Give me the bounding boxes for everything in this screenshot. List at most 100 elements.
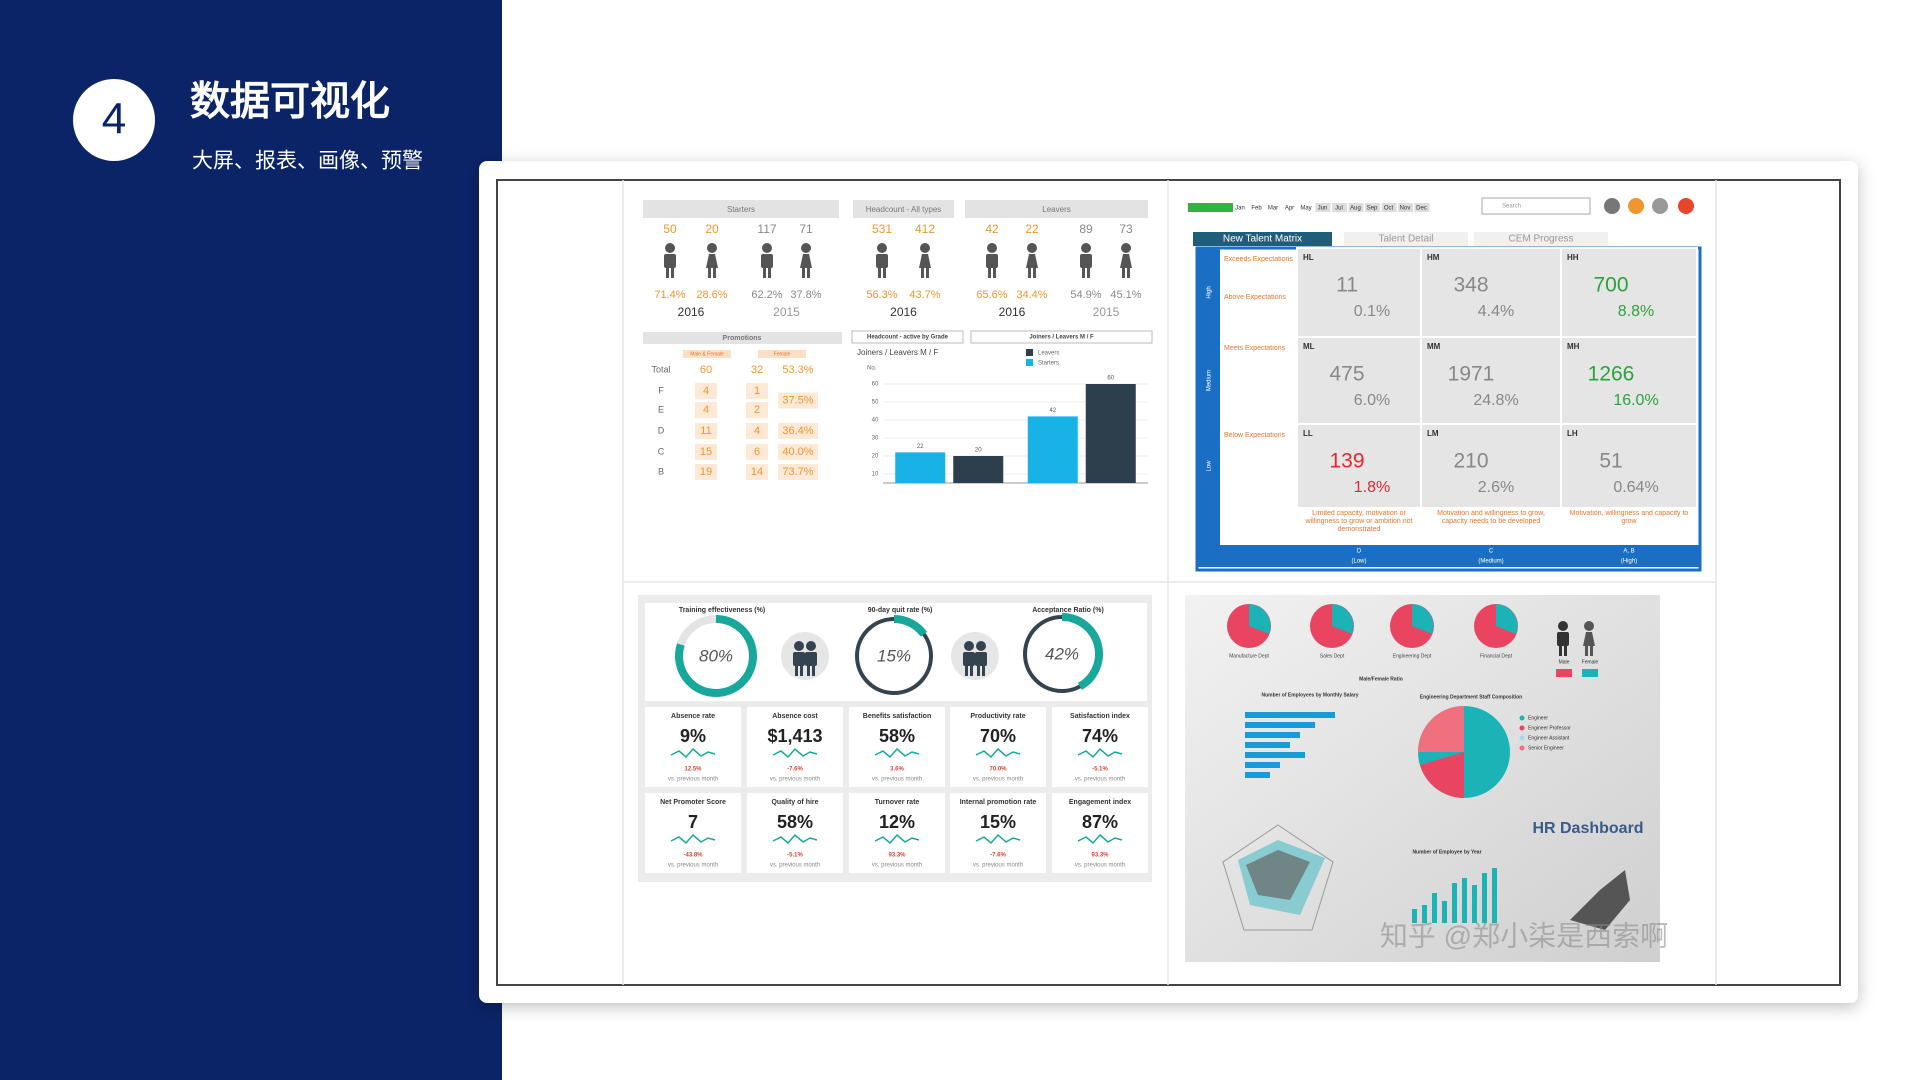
legend-label: Starters bbox=[1038, 361, 1059, 367]
cell-code: ML bbox=[1303, 342, 1315, 351]
matrix-cell bbox=[1420, 336, 1562, 425]
matrix-cell bbox=[1560, 336, 1698, 425]
kpi-value: 87% bbox=[1082, 812, 1118, 832]
kpi-comparison: vs. previous month bbox=[1075, 777, 1125, 783]
slide-number: 4 bbox=[102, 95, 126, 144]
kpi-value: 58% bbox=[879, 726, 915, 746]
month: Mar bbox=[1268, 206, 1278, 212]
month-btn[interactable] bbox=[1414, 203, 1430, 212]
cell-bg bbox=[746, 402, 768, 418]
month-btn[interactable] bbox=[1348, 203, 1364, 212]
row-label: D bbox=[658, 425, 665, 435]
tab-label: CEM Progress bbox=[1508, 234, 1573, 245]
section-title: Number of Employees by Monthly Salary bbox=[1262, 692, 1359, 698]
year: 2015 bbox=[1093, 305, 1120, 319]
person-icon bbox=[1583, 632, 1595, 646]
person-icon bbox=[987, 243, 997, 253]
percent: 65.6% bbox=[976, 289, 1007, 301]
person-icon bbox=[768, 268, 771, 278]
matrix-bottom bbox=[1197, 545, 1700, 567]
matrix-tab[interactable] bbox=[1344, 232, 1468, 246]
v-bar bbox=[1412, 909, 1417, 923]
person-icon bbox=[800, 254, 812, 268]
tab-label: New Talent Matrix bbox=[1223, 234, 1302, 245]
tool-icon bbox=[1652, 198, 1668, 214]
person-icon bbox=[763, 268, 766, 278]
month-btn[interactable] bbox=[1365, 203, 1380, 212]
person-icon bbox=[982, 666, 985, 676]
person-icon bbox=[883, 268, 886, 278]
search-box[interactable] bbox=[1481, 197, 1591, 215]
person-icon bbox=[988, 268, 991, 278]
cell-count: 11 bbox=[1336, 274, 1358, 297]
legend-dot bbox=[1519, 725, 1525, 731]
cell-share: 6.0% bbox=[1354, 392, 1390, 409]
cell-count: 475 bbox=[1329, 363, 1364, 386]
cell-count: 700 bbox=[1593, 274, 1628, 297]
month: Feb bbox=[1251, 206, 1262, 212]
kpi-change: 12.5% bbox=[684, 767, 702, 773]
note-text: Exceeds Expectations bbox=[1224, 256, 1293, 263]
cell-code: LL bbox=[1303, 429, 1313, 438]
matrix-tab[interactable] bbox=[1193, 232, 1332, 246]
watermark: 知乎 @郑小柒是西索啊 bbox=[1380, 920, 1668, 951]
y-tick-label: 30 bbox=[872, 436, 879, 442]
matrix-cell bbox=[1296, 247, 1422, 338]
kpi-name: Benefits satisfaction bbox=[863, 713, 931, 720]
donut-arc bbox=[893, 615, 928, 637]
donut-label: 90-day quit rate (%) bbox=[868, 607, 933, 614]
month-btn[interactable] bbox=[1332, 203, 1347, 212]
count: 73 bbox=[1119, 222, 1133, 236]
matrix-cell bbox=[1420, 423, 1562, 509]
year: 2015 bbox=[773, 305, 800, 319]
matrix-tab[interactable] bbox=[1474, 232, 1608, 246]
month-btn[interactable] bbox=[1398, 203, 1413, 212]
person-icon bbox=[1584, 621, 1594, 631]
cell-share: 4.4% bbox=[1478, 303, 1514, 320]
donut-label: Training effectiveness (%) bbox=[679, 607, 765, 614]
cell-code: HH bbox=[1567, 253, 1579, 262]
group-header bbox=[853, 200, 954, 218]
group-title: Starters bbox=[727, 205, 755, 214]
v-bar bbox=[1472, 885, 1477, 923]
note-text: Limited capacity, motivation or willingn… bbox=[1305, 510, 1413, 533]
y-tick-label: 40 bbox=[872, 418, 879, 424]
kpi-change: -5.1% bbox=[1092, 767, 1108, 773]
person-icon bbox=[800, 666, 803, 676]
y-tick-label: 60 bbox=[872, 382, 879, 388]
month: May bbox=[1300, 206, 1311, 212]
value-label: 42 bbox=[1049, 408, 1056, 414]
cell-bg bbox=[695, 402, 717, 418]
cell: 19 bbox=[700, 466, 712, 478]
dashboard-title: HR Dashboard bbox=[1532, 820, 1643, 837]
sparkline bbox=[670, 747, 716, 759]
number-badge bbox=[73, 79, 155, 161]
dept-label: Manufacture Dept bbox=[1229, 653, 1269, 659]
h-bar bbox=[1245, 712, 1335, 718]
percent: 43.7% bbox=[909, 289, 940, 301]
note-text: Below Expectations bbox=[1224, 432, 1286, 439]
v-bar bbox=[1462, 878, 1467, 923]
legend-label: Engineer Professor bbox=[1528, 725, 1571, 731]
column-grade: A, B bbox=[1623, 549, 1634, 555]
cell-share: 16.0% bbox=[1613, 392, 1658, 409]
legend-label: Leavers bbox=[1038, 351, 1059, 357]
cell-code: MM bbox=[1427, 342, 1441, 351]
column-grade: C bbox=[1489, 549, 1494, 555]
cell: 60 bbox=[700, 364, 712, 376]
pie-slice bbox=[1332, 604, 1354, 634]
person-icon bbox=[920, 243, 930, 253]
person-icon bbox=[1027, 243, 1037, 253]
cell-bg bbox=[695, 444, 717, 460]
cell-bg bbox=[695, 423, 717, 439]
section-title: Number of Employee by Year bbox=[1412, 849, 1481, 855]
cell-bg bbox=[746, 383, 768, 399]
cell-count: 1266 bbox=[1588, 363, 1635, 386]
month-btn[interactable] bbox=[1381, 203, 1397, 212]
row-label: Total bbox=[651, 364, 670, 374]
note-text: Above Expectations bbox=[1224, 294, 1286, 301]
legend-label: Engineer Assistant bbox=[1528, 735, 1570, 741]
count: 22 bbox=[1025, 222, 1039, 236]
tab-label: Talent Detail bbox=[1378, 234, 1433, 245]
month-btn[interactable] bbox=[1315, 203, 1331, 212]
